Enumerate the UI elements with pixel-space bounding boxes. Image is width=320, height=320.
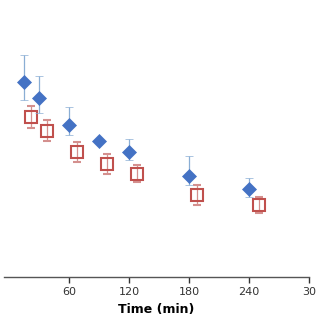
X-axis label: Time (min): Time (min) <box>118 303 195 316</box>
